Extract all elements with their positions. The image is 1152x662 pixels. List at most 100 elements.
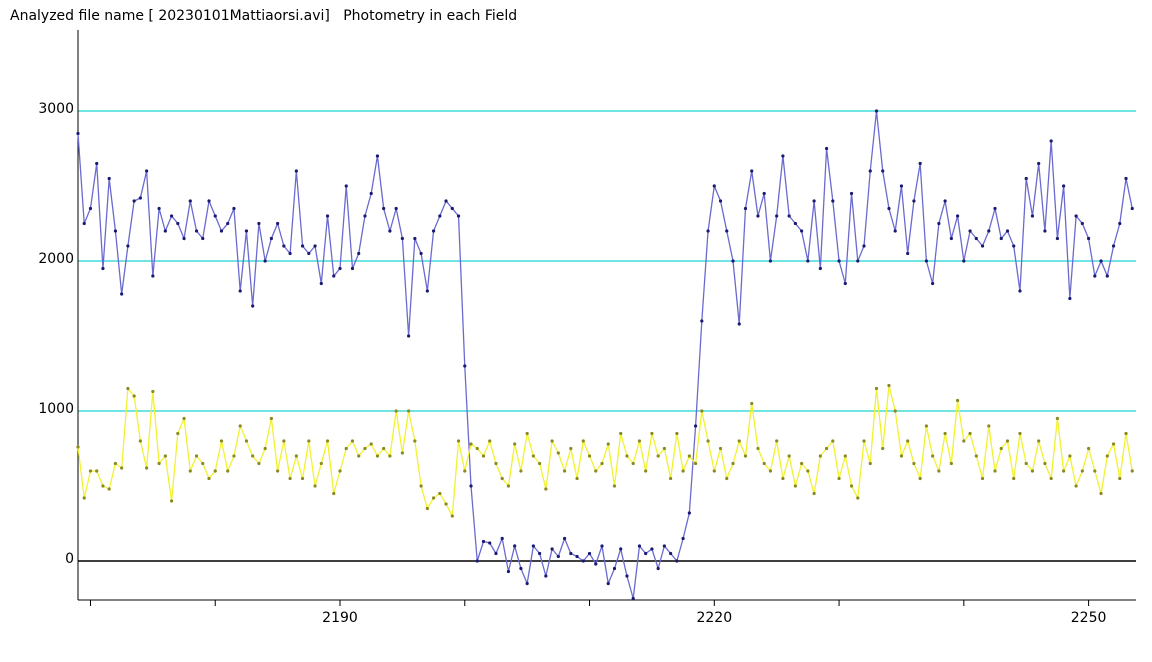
- data-point: [300, 476, 305, 481]
- data-point: [525, 581, 529, 586]
- data-point: [126, 386, 130, 391]
- data-point: [737, 439, 741, 443]
- data-point: [1111, 244, 1116, 248]
- data-point: [132, 199, 136, 203]
- data-point: [712, 184, 716, 188]
- data-point: [82, 221, 86, 226]
- data-point: [1086, 446, 1091, 451]
- data-point: [369, 191, 373, 196]
- data-point: [400, 451, 404, 455]
- data-point: [151, 389, 155, 394]
- data-point: [781, 476, 785, 481]
- data-point: [113, 229, 118, 233]
- data-point: [500, 536, 504, 541]
- data-point: [893, 409, 897, 413]
- data-point: [344, 184, 348, 188]
- data-point: [856, 259, 860, 263]
- data-point: [107, 487, 111, 491]
- data-point: [307, 439, 311, 443]
- data-point: [1018, 431, 1022, 436]
- data-point: [369, 442, 373, 446]
- data-point: [238, 289, 242, 293]
- data-point: [550, 547, 554, 551]
- data-point: [818, 266, 822, 271]
- data-point: [1055, 236, 1059, 241]
- data-point: [469, 442, 473, 446]
- data-point: [1024, 461, 1028, 466]
- data-point: [319, 461, 323, 466]
- data-point: [419, 251, 423, 256]
- data-point: [893, 229, 897, 233]
- data-point: [644, 469, 648, 473]
- data-point: [138, 439, 142, 443]
- data-point: [924, 424, 928, 428]
- data-point: [276, 469, 280, 473]
- data-point: [350, 266, 355, 271]
- data-point: [1024, 176, 1028, 181]
- data-point: [569, 446, 573, 451]
- data-point: [725, 229, 729, 233]
- data-point: [899, 184, 904, 188]
- data-point: [743, 454, 748, 458]
- x-tick-label: 2190: [322, 610, 358, 626]
- data-point: [82, 496, 86, 500]
- data-point: [126, 244, 130, 248]
- data-point: [438, 491, 442, 496]
- data-point: [1111, 442, 1116, 446]
- data-point: [382, 446, 386, 451]
- data-point: [706, 229, 710, 233]
- data-point: [731, 259, 735, 263]
- data-point: [974, 454, 978, 458]
- data-point: [463, 364, 467, 368]
- data-point: [700, 319, 704, 323]
- data-point: [95, 469, 99, 473]
- data-point: [700, 409, 704, 413]
- data-point: [120, 466, 124, 470]
- data-point: [943, 431, 947, 436]
- data-point: [818, 454, 822, 458]
- data-point: [157, 461, 161, 466]
- data-point: [163, 229, 167, 233]
- data-point: [837, 259, 841, 263]
- data-point: [438, 214, 442, 218]
- data-point: [831, 439, 835, 443]
- data-point: [188, 469, 192, 473]
- data-point: [456, 214, 461, 218]
- data-point: [899, 454, 904, 458]
- data-point: [587, 454, 592, 458]
- data-point: [594, 469, 598, 473]
- data-point: [513, 442, 517, 446]
- data-point: [506, 484, 511, 488]
- data-point: [494, 551, 498, 556]
- data-point: [544, 487, 548, 491]
- data-point: [575, 554, 579, 559]
- data-point: [868, 461, 872, 466]
- data-point: [1018, 289, 1022, 293]
- data-point: [332, 491, 336, 496]
- data-point: [669, 476, 673, 481]
- data-point: [388, 454, 392, 458]
- data-point: [937, 469, 941, 473]
- data-point: [288, 251, 292, 256]
- data-point: [949, 461, 953, 466]
- data-point: [226, 469, 230, 473]
- data-point: [968, 431, 972, 436]
- data-point: [962, 259, 966, 263]
- data-point: [363, 214, 367, 218]
- data-point: [1080, 221, 1084, 226]
- data-point: [1055, 416, 1059, 421]
- data-point: [712, 469, 716, 473]
- data-point: [538, 551, 542, 556]
- data-point: [1012, 476, 1016, 481]
- data-point: [238, 424, 242, 428]
- data-point: [881, 446, 885, 451]
- data-point: [481, 454, 486, 458]
- y-tick-label: 3000: [38, 101, 74, 117]
- data-point: [475, 559, 479, 563]
- data-point: [1130, 469, 1134, 473]
- data-point: [718, 199, 723, 203]
- data-point: [107, 176, 111, 181]
- data-point: [1043, 461, 1047, 466]
- data-point: [226, 221, 230, 226]
- data-point: [874, 109, 879, 113]
